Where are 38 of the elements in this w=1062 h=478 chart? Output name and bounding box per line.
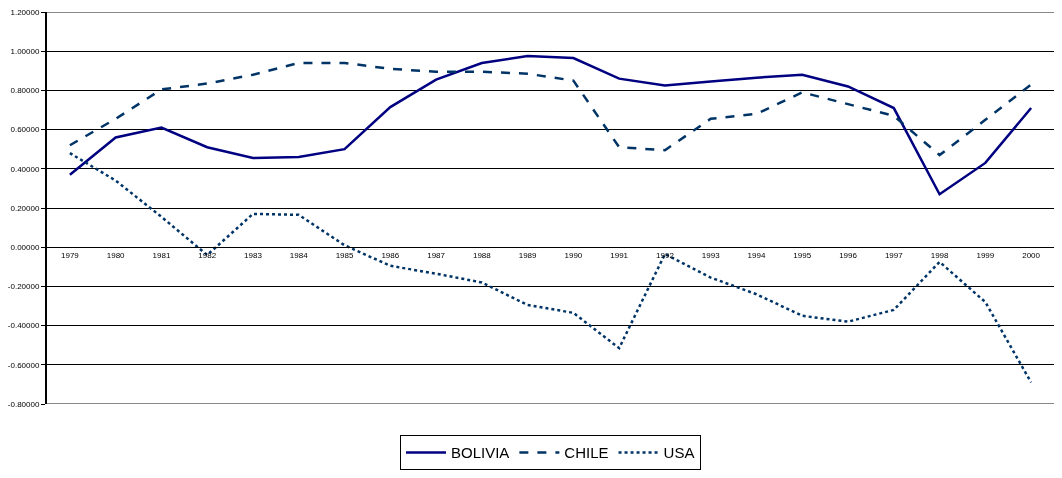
x-tick-label: 1999 xyxy=(976,250,995,260)
y-tick-label: 1.00000 xyxy=(10,47,40,56)
x-tick-label: 1997 xyxy=(884,250,904,260)
y-tick-label: -0.80000 xyxy=(7,399,40,409)
legend-label: USA xyxy=(663,444,695,462)
x-tick-label: 1983 xyxy=(244,250,263,260)
x-tick-label: 1993 xyxy=(701,250,721,260)
y-tick-label: 0.00000 xyxy=(10,243,40,252)
x-tick-label: 1991 xyxy=(610,250,629,260)
y-tick-label: -0.40000 xyxy=(7,321,40,331)
x-tick-label: 1981 xyxy=(152,250,171,260)
y-tick-label: 0.60000 xyxy=(10,125,40,135)
line-series xyxy=(68,54,1033,196)
x-tick-label: 1985 xyxy=(335,250,354,260)
x-tick-label: 2000 xyxy=(1022,250,1041,260)
x-tick-label: 1980 xyxy=(106,250,126,260)
legend-label: BOLIVIA xyxy=(451,444,510,462)
x-tick-label: 1996 xyxy=(839,250,858,260)
x-tick-label: 1987 xyxy=(427,250,446,260)
y-tick-label: 0.40000 xyxy=(10,164,40,174)
y-tick-label: 0.20000 xyxy=(10,203,40,213)
x-tick-label: 1998 xyxy=(930,250,950,260)
x-tick-label: 1982 xyxy=(198,250,217,260)
x-tick-label: 1986 xyxy=(381,250,400,260)
y-tick-label: -0.20000 xyxy=(7,282,40,292)
x-tick-label: 1989 xyxy=(518,250,538,260)
x-tick-label: 1994 xyxy=(747,250,766,260)
x-tick-label: 1988 xyxy=(472,250,492,260)
y-tick-label: -0.60000 xyxy=(7,360,40,370)
x-tick-label: 1984 xyxy=(289,250,309,260)
x-tick-label: 1990 xyxy=(564,250,583,260)
x-tick-label: 1992 xyxy=(656,250,675,260)
y-tick-label: 0.80000 xyxy=(10,86,40,96)
y-tick-label: 1.20000 xyxy=(10,7,40,17)
x-tick-label: 1979 xyxy=(60,250,80,260)
x-tick-label: 1995 xyxy=(793,250,812,260)
line-series xyxy=(68,61,1033,157)
legend-label: CHILE xyxy=(564,444,609,462)
